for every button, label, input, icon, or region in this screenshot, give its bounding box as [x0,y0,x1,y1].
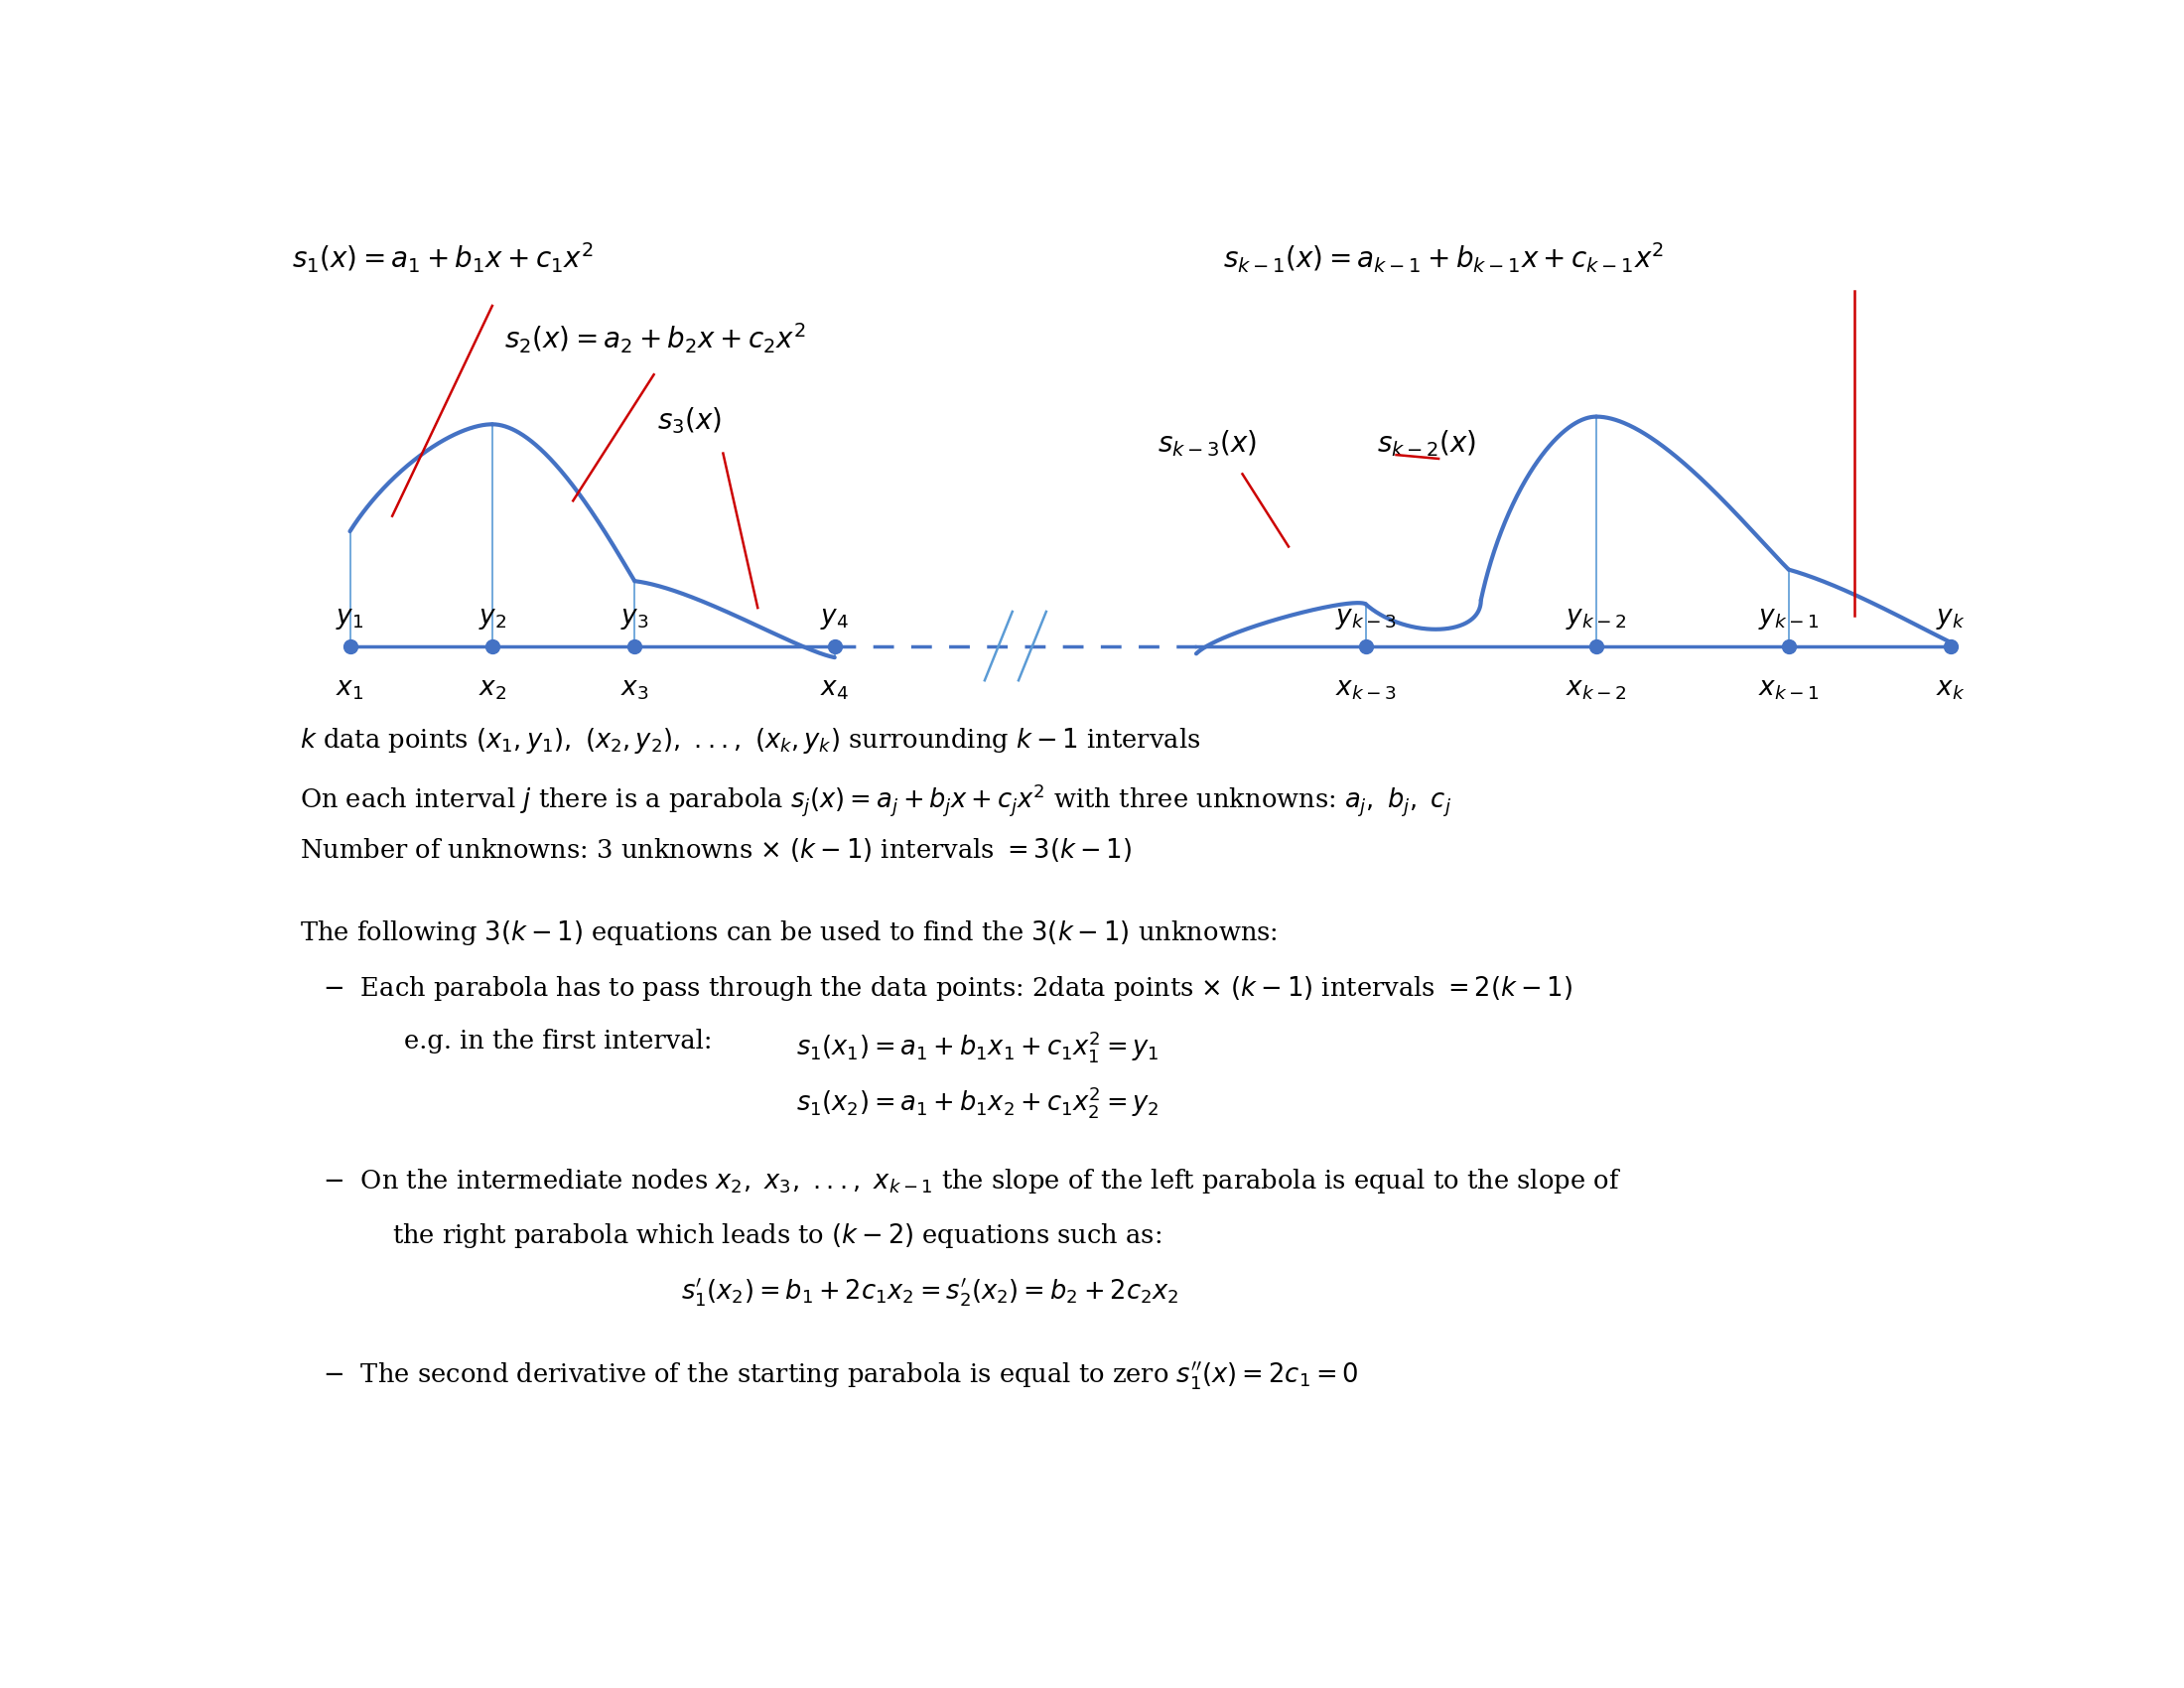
Text: $y_2$: $y_2$ [478,606,507,631]
Text: On each interval $j$ there is a parabola $s_j(x) = a_j + b_jx + c_jx^2$ with thr: On each interval $j$ there is a parabola… [299,782,1452,819]
Text: $x_{k-2}$: $x_{k-2}$ [1566,677,1627,702]
Text: $s_1(x_1) = a_1 + b_1x_1 + c_1x_1^2 = y_1$: $s_1(x_1) = a_1 + b_1x_1 + c_1x_1^2 = y_… [797,1030,1160,1065]
Text: $y_1$: $y_1$ [336,606,365,631]
Text: $k$ data points $(x_1, y_1),\ (x_2, y_2),\ ...,\ (x_k, y_k)$ surrounding $k - 1$: $k$ data points $(x_1, y_1),\ (x_2, y_2)… [299,726,1201,756]
Point [817,633,852,660]
Text: $y_3$: $y_3$ [620,606,649,631]
Text: $-$  The second derivative of the starting parabola is equal to zero $s_1''(x) =: $-$ The second derivative of the startin… [323,1359,1358,1391]
Text: $s_1'(x_2) = b_1 + 2c_1x_2 = s_2'(x_2) = b_2 + 2c_2x_2$: $s_1'(x_2) = b_1 + 2c_1x_2 = s_2'(x_2) =… [681,1276,1179,1310]
Point [1579,633,1614,660]
Text: $y_k$: $y_k$ [1935,606,1966,631]
Point [618,633,653,660]
Text: $-$  Each parabola has to pass through the data points: 2data points $\times$ $(: $-$ Each parabola has to pass through th… [323,974,1572,1003]
Text: $s_3(x)$: $s_3(x)$ [657,405,723,436]
Point [1348,633,1382,660]
Text: $x_1$: $x_1$ [336,677,365,702]
Text: Number of unknowns: 3 unknowns $\times$ $(k - 1)$ intervals $= 3(k-1)$: Number of unknowns: 3 unknowns $\times$ … [299,836,1131,864]
Text: the right parabola which leads to $(k-2)$ equations such as:: the right parabola which leads to $(k-2)… [393,1222,1162,1251]
Text: $x_{k-1}$: $x_{k-1}$ [1758,677,1819,702]
Text: The following $3(k-1)$ equations can be used to find the $3(k-1)$ unknowns:: The following $3(k-1)$ equations can be … [299,918,1278,947]
Text: $x_k$: $x_k$ [1935,677,1966,702]
Text: $s_1(x_2) = a_1 + b_1x_2 + c_1x_2^2 = y_2$: $s_1(x_2) = a_1 + b_1x_2 + c_1x_2^2 = y_… [797,1084,1160,1119]
Text: $x_2$: $x_2$ [478,677,507,702]
Point [1771,633,1806,660]
Text: e.g. in the first interval:: e.g. in the first interval: [404,1030,712,1053]
Text: $y_4$: $y_4$ [821,606,850,631]
Text: $x_{k-3}$: $x_{k-3}$ [1334,677,1396,702]
Text: $x_4$: $x_4$ [821,677,850,702]
Text: $x_3$: $x_3$ [620,677,649,702]
Text: $-$  On the intermediate nodes $x_2,\ x_3,\ ...,\ x_{k-1}$ the slope of the left: $-$ On the intermediate nodes $x_2,\ x_3… [323,1166,1621,1195]
Text: $s_{k-2}(x)$: $s_{k-2}(x)$ [1378,429,1476,459]
Point [1933,633,1968,660]
Text: $y_{k-1}$: $y_{k-1}$ [1758,606,1819,631]
Point [474,633,509,660]
Text: $s_{k-3}(x)$: $s_{k-3}(x)$ [1158,429,1258,459]
Text: $s_1(x) = a_1 + b_1x + c_1x^2$: $s_1(x) = a_1 + b_1x + c_1x^2$ [293,241,594,275]
Point [332,633,367,660]
Text: $y_{k-2}$: $y_{k-2}$ [1566,606,1627,631]
Text: $s_2(x) = a_2 + b_2x + c_2x^2$: $s_2(x) = a_2 + b_2x + c_2x^2$ [505,321,806,356]
Text: $y_{k-3}$: $y_{k-3}$ [1334,606,1396,631]
Text: $s_{k-1}(x) = a_{k-1} + b_{k-1}x + c_{k-1}x^2$: $s_{k-1}(x) = a_{k-1} + b_{k-1}x + c_{k-… [1223,241,1664,275]
